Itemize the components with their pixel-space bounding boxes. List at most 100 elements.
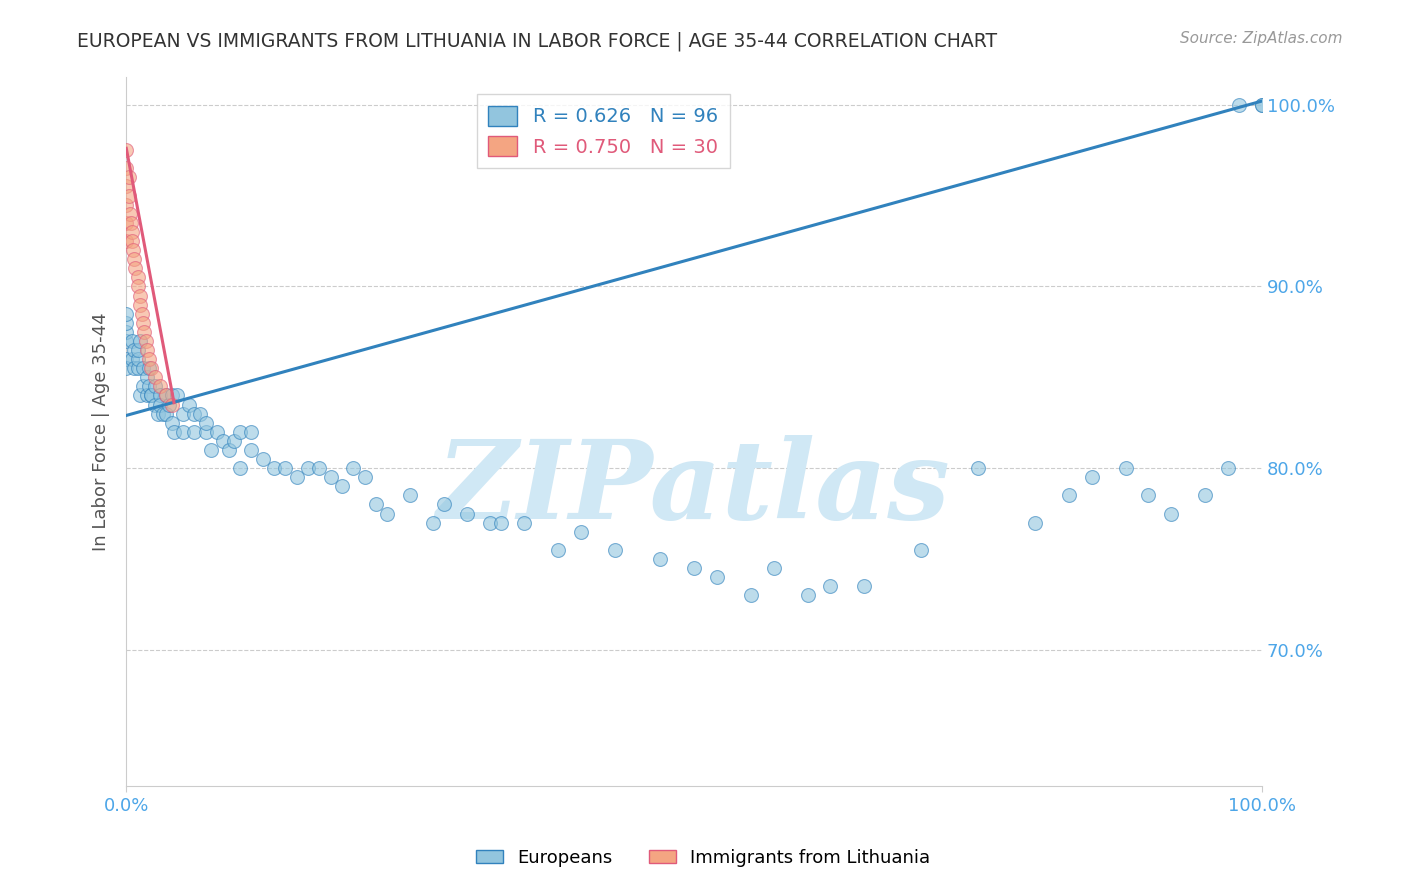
Point — [121, 352, 143, 367]
Point — [240, 442, 263, 457]
Point — [129, 334, 152, 348]
Point — [1216, 461, 1239, 475]
Point — [1227, 97, 1250, 112]
Point — [820, 579, 842, 593]
Point — [129, 388, 152, 402]
Point — [138, 361, 160, 376]
Point — [177, 398, 200, 412]
Point — [127, 361, 149, 376]
Point — [285, 470, 308, 484]
Point — [159, 398, 181, 412]
Point — [319, 470, 342, 484]
Point — [115, 361, 138, 376]
Point — [547, 542, 569, 557]
Point — [115, 325, 138, 339]
Point — [131, 307, 153, 321]
Point — [122, 343, 145, 357]
Point — [183, 407, 205, 421]
Point — [127, 279, 149, 293]
Point — [229, 425, 252, 439]
Point — [129, 288, 152, 302]
Point — [194, 425, 217, 439]
Point — [229, 461, 252, 475]
Point — [569, 524, 592, 539]
Point — [141, 388, 163, 402]
Point — [115, 234, 138, 248]
Point — [211, 434, 233, 448]
Point — [308, 461, 330, 475]
Point — [160, 416, 183, 430]
Point — [200, 442, 222, 457]
Point — [160, 398, 183, 412]
Point — [1057, 488, 1080, 502]
Point — [143, 379, 166, 393]
Point — [172, 425, 194, 439]
Point — [135, 343, 157, 357]
Point — [603, 542, 626, 557]
Point — [155, 407, 177, 421]
Point — [155, 388, 177, 402]
Point — [115, 161, 138, 176]
Point — [138, 352, 160, 367]
Point — [160, 388, 183, 402]
Point — [297, 461, 319, 475]
Point — [135, 388, 157, 402]
Point — [129, 297, 152, 311]
Point — [127, 343, 149, 357]
Point — [149, 398, 172, 412]
Point — [489, 516, 512, 530]
Point — [706, 570, 728, 584]
Point — [121, 225, 143, 239]
Point — [1251, 97, 1274, 112]
Point — [127, 270, 149, 285]
Text: Source: ZipAtlas.com: Source: ZipAtlas.com — [1180, 31, 1343, 46]
Point — [342, 461, 364, 475]
Point — [762, 561, 785, 575]
Point — [141, 388, 163, 402]
Point — [188, 407, 211, 421]
Legend: Europeans, Immigrants from Lithuania: Europeans, Immigrants from Lithuania — [468, 842, 938, 874]
Point — [910, 542, 932, 557]
Point — [115, 179, 138, 194]
Point — [132, 361, 155, 376]
Point — [122, 252, 145, 267]
Point — [172, 407, 194, 421]
Point — [478, 516, 501, 530]
Point — [1251, 97, 1274, 112]
Point — [118, 207, 141, 221]
Point — [1137, 488, 1160, 502]
Point — [252, 452, 274, 467]
Point — [967, 461, 990, 475]
Point — [120, 216, 142, 230]
Point — [115, 316, 138, 330]
Point — [152, 407, 174, 421]
Text: ZIPatlas: ZIPatlas — [437, 434, 950, 542]
Point — [132, 379, 155, 393]
Point — [422, 516, 444, 530]
Point — [330, 479, 353, 493]
Point — [183, 425, 205, 439]
Point — [274, 461, 297, 475]
Point — [205, 425, 228, 439]
Point — [377, 507, 399, 521]
Point — [149, 388, 172, 402]
Point — [146, 407, 169, 421]
Point — [194, 416, 217, 430]
Point — [456, 507, 478, 521]
Point — [683, 561, 706, 575]
Point — [166, 388, 188, 402]
Point — [115, 143, 138, 157]
Point — [115, 334, 138, 348]
Point — [135, 370, 157, 384]
Point — [433, 498, 456, 512]
Point — [127, 352, 149, 367]
Point — [149, 379, 172, 393]
Point — [796, 588, 818, 602]
Point — [224, 434, 246, 448]
Point — [1080, 470, 1102, 484]
Point — [124, 261, 146, 276]
Point — [122, 243, 145, 257]
Point — [143, 370, 166, 384]
Point — [1024, 516, 1046, 530]
Point — [740, 588, 762, 602]
